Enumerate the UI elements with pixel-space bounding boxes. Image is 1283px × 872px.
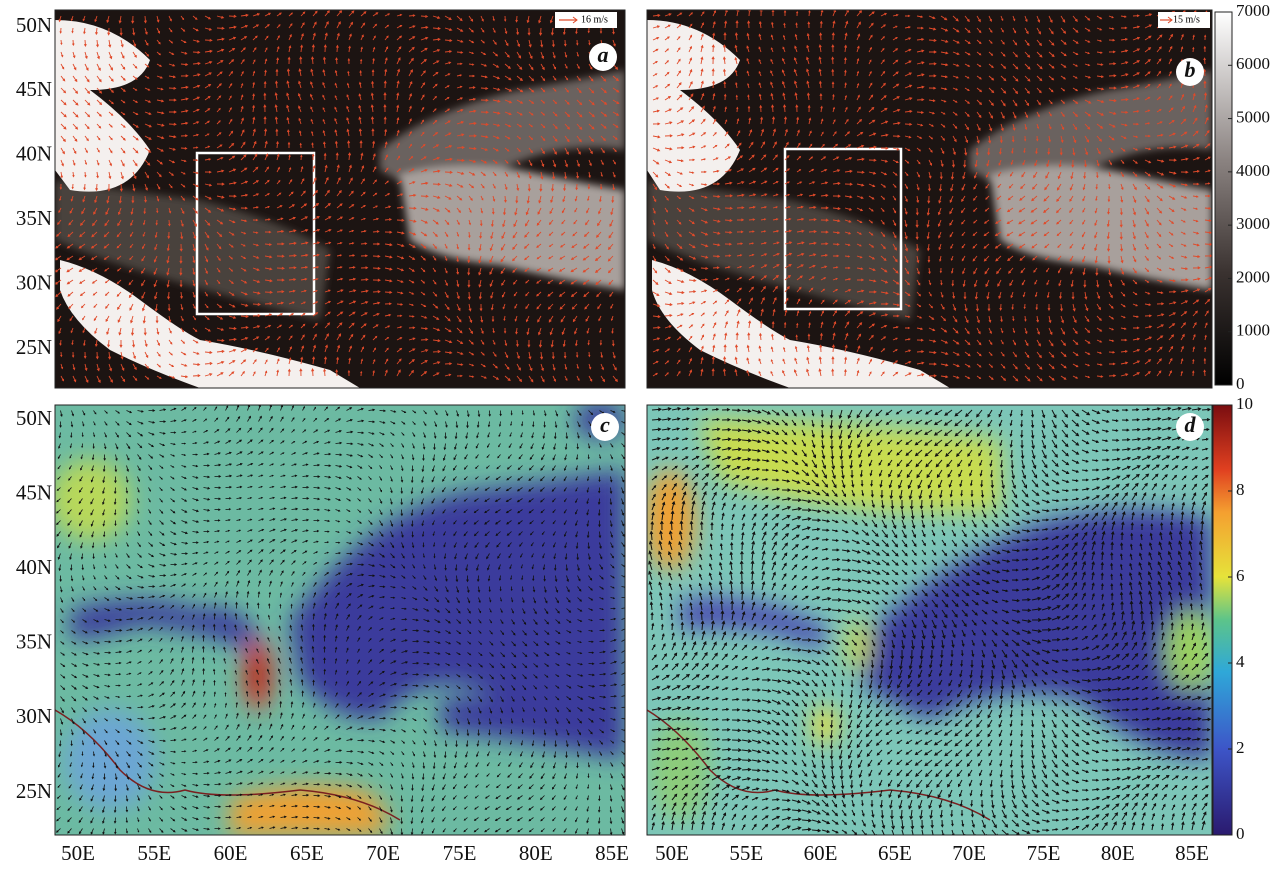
vector-legend: 15 m/s [1158,12,1210,28]
latitude-label: 25N [16,779,52,803]
colorbar-tick-label: 1000 [1236,321,1270,340]
longitude-label: 85E [595,841,629,865]
longitude-label: 55E [137,841,171,865]
latitude-label: 30N [16,704,52,728]
colorbar-tick-label: 3000 [1236,214,1270,233]
longitude-label: 50E [655,841,689,865]
latitude-label: 45N [16,480,52,504]
colorbar-tick-label: 0 [1236,824,1245,843]
colorbar [1213,405,1232,835]
colorbar [1215,12,1232,385]
latitude-label: 35N [16,630,52,654]
terrain-map [55,10,625,388]
longitude-label: 65E [290,841,324,865]
colorbar-tick-label: 7000 [1236,1,1270,20]
vector-legend: 16 m/s [555,12,617,28]
latitude-label: 45N [16,77,52,101]
colorbar-tick-label: 4 [1236,652,1245,671]
vector-legend-label: 16 m/s [581,14,608,25]
colorbar-tick-label: 2 [1236,738,1245,757]
latitude-label: 50N [16,13,52,37]
latitude-label: 25N [16,335,52,359]
colorbar-tick-label: 4000 [1236,161,1270,180]
colorbar-tick-label: 6000 [1236,54,1270,73]
panel-letter: c [600,412,610,437]
longitude-label: 50E [61,841,95,865]
colorbar-tick-label: 5000 [1236,107,1270,126]
longitude-label: 60E [214,841,248,865]
longitude-label: 65E [878,841,912,865]
longitude-label: 75E [443,841,477,865]
field-map [645,405,1215,839]
colorbar-tick-label: 10 [1236,394,1253,413]
colorbar-tick-label: 6 [1236,566,1245,585]
panel-letter: d [1185,412,1197,437]
latitude-label: 40N [16,142,52,166]
panel-letter: a [598,42,609,67]
colorbar-tick-label: 0 [1236,374,1245,393]
latitude-label: 35N [16,206,52,230]
longitude-label: 60E [804,841,838,865]
longitude-label: 70E [366,841,400,865]
colorbar-tick-label: 2000 [1236,267,1270,286]
latitude-label: 50N [16,406,52,430]
vector-legend-label: 15 m/s [1173,14,1200,25]
longitude-label: 80E [519,841,553,865]
panel-letter: b [1185,57,1196,82]
longitude-label: 80E [1101,841,1135,865]
longitude-label: 85E [1175,841,1209,865]
longitude-label: 55E [729,841,763,865]
field-map [50,402,627,835]
longitude-label: 75E [1027,841,1061,865]
longitude-label: 70E [952,841,986,865]
colorbar-tick-label: 8 [1236,480,1245,499]
figure: 16 m/s 15 m/s a b c d 50N 50N 45N 45N 40N 40N… [0,0,1283,867]
latitude-label: 30N [16,270,52,294]
terrain-map [647,9,1212,388]
latitude-label: 40N [16,555,52,579]
